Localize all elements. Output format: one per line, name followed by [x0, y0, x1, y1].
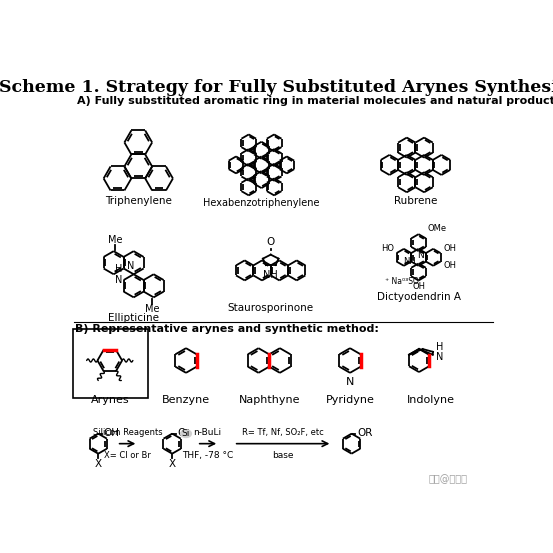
Text: Me: Me: [108, 235, 122, 245]
Text: Me: Me: [145, 304, 159, 314]
Text: A) Fully substituted aromatic ring in material molecules and natural products:: A) Fully substituted aromatic ring in ma…: [77, 96, 553, 106]
Text: Arynes: Arynes: [91, 395, 129, 405]
Text: OMe: OMe: [427, 223, 446, 233]
Text: Indolyne: Indolyne: [407, 395, 455, 405]
Text: N: N: [127, 261, 134, 271]
FancyBboxPatch shape: [73, 329, 148, 398]
Text: Staurosporinone: Staurosporinone: [228, 302, 314, 313]
Text: O: O: [267, 237, 275, 247]
Text: OR: OR: [357, 428, 372, 438]
Text: B) Representative arynes and synthetic method:: B) Representative arynes and synthetic m…: [75, 324, 379, 335]
Text: N: N: [417, 251, 424, 259]
Text: NH: NH: [403, 257, 416, 266]
Text: OH: OH: [103, 428, 119, 438]
Text: THF, -78 °C: THF, -78 °C: [182, 451, 233, 460]
Text: base: base: [272, 451, 294, 460]
Text: Ellipticine: Ellipticine: [108, 313, 159, 323]
Text: Hexabenzotriphenylene: Hexabenzotriphenylene: [203, 198, 320, 208]
Text: NH: NH: [263, 270, 278, 280]
Text: OH: OH: [443, 244, 456, 253]
Text: Silicon Reagents: Silicon Reagents: [93, 427, 162, 437]
Text: Naphthyne: Naphthyne: [238, 395, 300, 405]
Text: Benzyne: Benzyne: [162, 395, 210, 405]
Text: H
N: H N: [116, 264, 123, 285]
Text: Scheme 1. Strategy for Fully Substituted Arynes Synthesis: Scheme 1. Strategy for Fully Substituted…: [0, 79, 553, 96]
Text: Triphenylene: Triphenylene: [105, 196, 171, 206]
Text: 头条@化学加: 头条@化学加: [429, 474, 467, 484]
Text: n-BuLi: n-BuLi: [194, 427, 222, 437]
Text: N: N: [346, 377, 354, 387]
Text: X: X: [95, 459, 102, 469]
Text: Si: Si: [182, 429, 190, 438]
Text: X: X: [169, 459, 176, 469]
Text: X= Cl or Br: X= Cl or Br: [104, 451, 151, 460]
Text: Pyridyne: Pyridyne: [326, 395, 374, 405]
Text: O: O: [178, 428, 186, 438]
Text: Dictyodendrin A: Dictyodendrin A: [377, 292, 461, 302]
Text: HO: HO: [381, 244, 394, 253]
Text: OH: OH: [443, 261, 456, 270]
Ellipse shape: [181, 430, 191, 437]
Text: H
N: H N: [436, 342, 444, 362]
Text: ⁺ Na⁰³SO: ⁺ Na⁰³SO: [385, 276, 419, 285]
Text: OH: OH: [412, 282, 425, 291]
Text: Rubrene: Rubrene: [394, 196, 437, 206]
Text: R= Tf, Nf, SO₂F, etc: R= Tf, Nf, SO₂F, etc: [242, 427, 324, 437]
